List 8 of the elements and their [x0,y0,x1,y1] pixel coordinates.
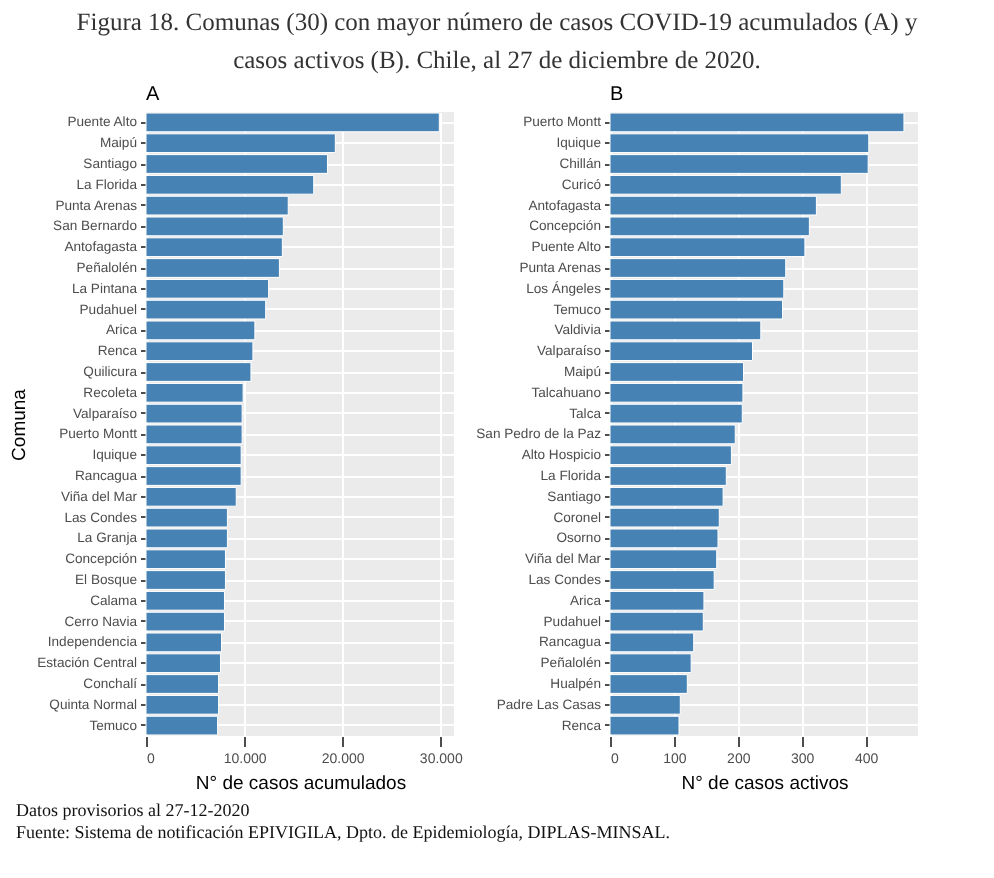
y-axis-title: Comuna [9,387,32,461]
chart-title: B [610,84,624,106]
source-note: Fuente: Sistema de notificación EPIVIGILA, Dpto. de Epidemiología, DIPLAS-MINSAL. [14,822,672,844]
x-axis-title: N° de casos activos [681,773,850,795]
chart-title: Figura 18. Comunas (30) con mayor número de casos COVID-19 acumulados (A) y casos activos (B). Chile, al 27 de diciembre de 2020. [74,6,920,78]
chart-subtitle: A [146,84,160,106]
text: Datos provisorios al 27-12-2020 [14,800,252,822]
x-axis-title: N° de casos acumulados [195,773,407,795]
